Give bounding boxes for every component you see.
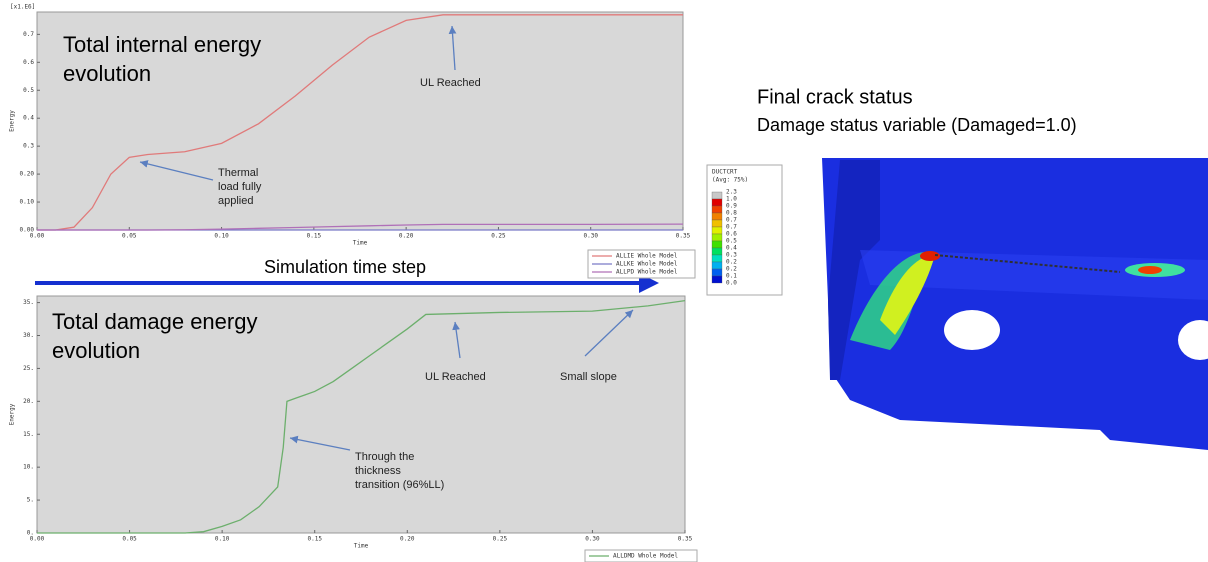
annotation: Thermal bbox=[218, 167, 258, 179]
x-tick-label: 0.20 bbox=[399, 233, 414, 240]
y-tick-label: 0.10 bbox=[20, 199, 35, 206]
chart-title: Total internal energy bbox=[63, 32, 261, 57]
annotation: Small slope bbox=[560, 371, 617, 383]
x-tick-label: 0.25 bbox=[493, 536, 508, 543]
y-multiplier: [x1.E6] bbox=[10, 4, 35, 11]
y-tick-label: 0.5 bbox=[23, 87, 34, 94]
x-tick-label: 0.05 bbox=[122, 536, 137, 543]
contour-band bbox=[712, 213, 722, 220]
contour-band bbox=[712, 227, 722, 234]
y-tick-label: 5. bbox=[27, 497, 34, 504]
panel-title: Final crack status bbox=[757, 86, 913, 108]
annotation: UL Reached bbox=[425, 371, 486, 383]
x-tick-label: 0.15 bbox=[307, 536, 322, 543]
contour-variable: DUCTCRT bbox=[712, 169, 738, 176]
y-tick-label: 0.7 bbox=[23, 31, 34, 38]
x-tick-label: 0.05 bbox=[122, 233, 137, 240]
y-tick-label: 0. bbox=[27, 530, 34, 537]
contour-average: (Avg: 75%) bbox=[712, 177, 748, 184]
y-tick-label: 25. bbox=[23, 365, 34, 372]
contour-level: 0.7 bbox=[726, 217, 737, 224]
x-tick-label: 0.20 bbox=[400, 536, 415, 543]
y-tick-label: 0.00 bbox=[20, 227, 35, 234]
legend-label: ALLPD Whole Model bbox=[616, 269, 678, 276]
x-tick-label: 0.25 bbox=[491, 233, 506, 240]
annotation: Through the bbox=[355, 451, 414, 463]
legend-label: ALLIE Whole Model bbox=[616, 253, 678, 260]
y-tick-label: 35. bbox=[23, 299, 34, 306]
contour-level: 0.8 bbox=[726, 210, 737, 217]
y-tick-label: 30. bbox=[23, 332, 34, 339]
contour-band bbox=[712, 269, 722, 276]
contour-level: 0.9 bbox=[726, 203, 737, 210]
x-tick-label: 0.30 bbox=[585, 536, 600, 543]
y-tick-label: 15. bbox=[23, 431, 34, 438]
x-tick-label: 0.35 bbox=[678, 536, 693, 543]
x-tick-label: 0.00 bbox=[30, 233, 45, 240]
x-tick-label: 0.00 bbox=[30, 536, 45, 543]
y-tick-label: 0.3 bbox=[23, 143, 34, 150]
x-axis-label: Time bbox=[353, 240, 368, 247]
annotation: load fully bbox=[218, 181, 262, 193]
contour-level: 0.3 bbox=[726, 252, 737, 259]
annotation: applied bbox=[218, 195, 253, 207]
x-axis-label: Time bbox=[354, 543, 369, 550]
y-tick-label: 10. bbox=[23, 464, 34, 471]
x-tick-label: 0.15 bbox=[307, 233, 322, 240]
contour-level: 0.4 bbox=[726, 245, 737, 252]
y-tick-label: 0.20 bbox=[20, 171, 35, 178]
x-tick-label: 0.10 bbox=[214, 233, 229, 240]
annotation: UL Reached bbox=[420, 77, 481, 89]
contour-band bbox=[712, 262, 722, 269]
contour-level: 0.1 bbox=[726, 273, 737, 280]
contour-band bbox=[712, 192, 722, 199]
contour-level: 0.6 bbox=[726, 231, 737, 238]
contour-band bbox=[712, 199, 722, 206]
chart-title: evolution bbox=[52, 338, 140, 363]
contour-band bbox=[712, 241, 722, 248]
timeline-label: Simulation time step bbox=[264, 257, 426, 277]
x-tick-label: 0.35 bbox=[676, 233, 691, 240]
contour-band bbox=[712, 206, 722, 213]
annotation: thickness bbox=[355, 465, 401, 477]
annotation: transition (96%LL) bbox=[355, 479, 444, 491]
contour-band bbox=[712, 220, 722, 227]
contour-level: 0.0 bbox=[726, 280, 737, 287]
y-tick-label: 0.6 bbox=[23, 59, 34, 66]
legend-label: ALLKE Whole Model bbox=[616, 261, 678, 268]
contour-level: 1.0 bbox=[726, 196, 737, 203]
contour-level: 0.5 bbox=[726, 238, 737, 245]
slide: Simulation time step Final crack status … bbox=[0, 0, 1208, 562]
x-tick-label: 0.30 bbox=[583, 233, 598, 240]
contour-band bbox=[712, 276, 722, 283]
y-tick-label: 20. bbox=[23, 398, 34, 405]
contour-level: 0.7 bbox=[726, 224, 737, 231]
contour-band bbox=[712, 248, 722, 255]
contour-level: 2.3 bbox=[726, 189, 737, 196]
y-axis-label: Energy bbox=[9, 403, 16, 425]
chart-title: evolution bbox=[63, 61, 151, 86]
legend-label: ALLDMD Whole Model bbox=[613, 553, 678, 560]
contour-band bbox=[712, 255, 722, 262]
y-axis-label: Energy bbox=[9, 110, 16, 132]
contour-band bbox=[712, 234, 722, 241]
contour-level: 0.2 bbox=[726, 266, 737, 273]
y-tick-label: 0.4 bbox=[23, 115, 34, 122]
x-tick-label: 0.10 bbox=[215, 536, 230, 543]
panel-subtitle: Damage status variable (Damaged=1.0) bbox=[757, 115, 1077, 135]
contour-level: 0.2 bbox=[726, 259, 737, 266]
chart-title: Total damage energy bbox=[52, 309, 257, 334]
crack-image bbox=[822, 158, 1208, 450]
